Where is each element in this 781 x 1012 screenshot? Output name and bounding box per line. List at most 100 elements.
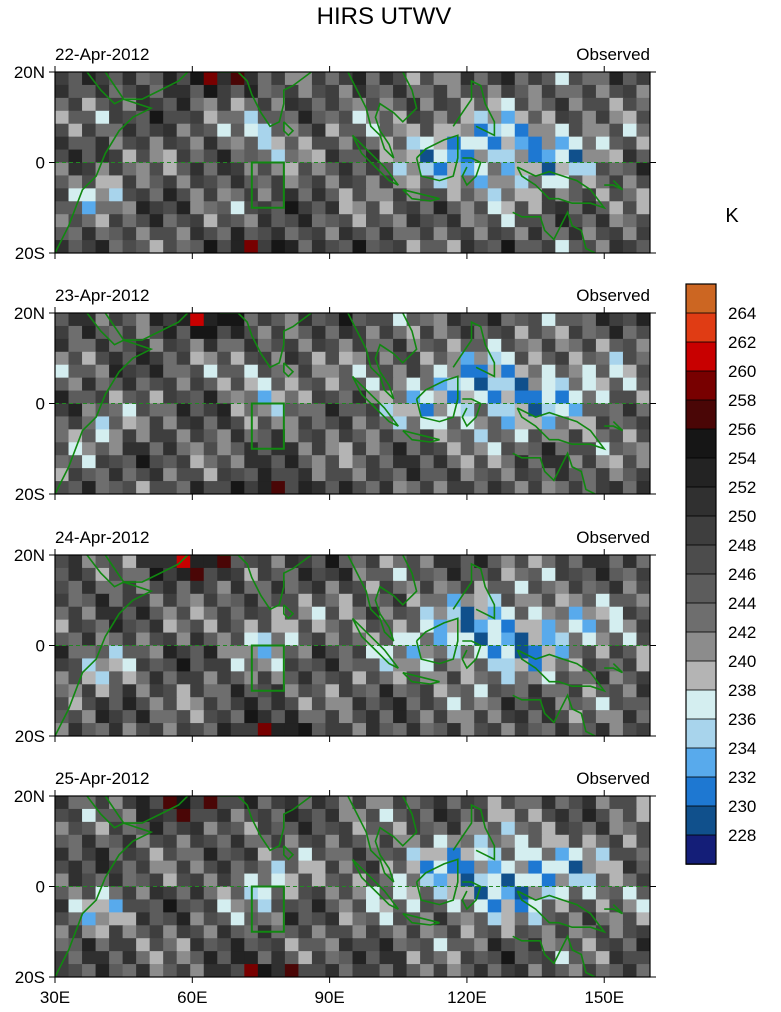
field-cell xyxy=(366,567,381,582)
field-cell xyxy=(514,201,529,215)
field-cell xyxy=(555,403,570,418)
field-cell xyxy=(284,110,300,125)
field-cell xyxy=(284,658,300,672)
field-cell xyxy=(366,606,381,621)
field-cell xyxy=(163,619,178,634)
field-cell xyxy=(176,684,191,698)
field-cell xyxy=(514,632,529,647)
field-cell xyxy=(163,938,178,952)
field-cell xyxy=(555,821,570,836)
field-cell xyxy=(95,593,110,608)
field-cell xyxy=(393,123,408,138)
field-cell xyxy=(176,175,191,189)
field-cell xyxy=(82,684,97,698)
field-cell xyxy=(82,951,97,965)
field-cell xyxy=(582,136,597,151)
field-cell xyxy=(514,481,529,494)
field-cell xyxy=(487,964,502,977)
field-cell xyxy=(433,796,448,810)
field-cell xyxy=(163,123,178,138)
field-cell xyxy=(122,390,137,405)
field-cell xyxy=(487,951,502,965)
field-cell xyxy=(325,821,340,836)
field-cell xyxy=(271,390,286,405)
field-cell xyxy=(595,97,611,112)
field-cell xyxy=(636,821,650,836)
field-cell xyxy=(176,847,191,862)
field-cell xyxy=(203,175,218,189)
field-cell xyxy=(136,723,151,736)
field-cell xyxy=(528,97,543,112)
field-cell xyxy=(122,821,137,836)
y-tick-label: 20N xyxy=(14,304,45,323)
field-cell xyxy=(406,567,421,582)
field-cell xyxy=(636,645,650,660)
field-cell xyxy=(514,658,529,672)
field-cell xyxy=(420,468,435,482)
field-cell xyxy=(149,671,164,685)
field-cell xyxy=(68,580,83,595)
field-cell xyxy=(325,84,340,99)
field-cell xyxy=(352,240,367,253)
field-cell xyxy=(122,364,137,379)
field-cell xyxy=(244,214,259,228)
field-cell xyxy=(338,580,354,595)
field-cell xyxy=(55,645,70,660)
field-cell xyxy=(68,658,83,672)
field-cell xyxy=(406,697,421,711)
field-cell xyxy=(514,175,529,189)
field-cell xyxy=(176,468,191,482)
field-cell xyxy=(393,697,408,711)
field-cell xyxy=(136,240,151,253)
field-cell xyxy=(284,72,300,86)
field-cell xyxy=(420,645,435,660)
field-cell xyxy=(82,188,97,202)
field-cell xyxy=(203,899,218,913)
field-cell xyxy=(528,632,543,647)
field-cell xyxy=(352,645,367,660)
field-cell xyxy=(325,481,340,494)
field-cell xyxy=(595,808,611,823)
field-cell xyxy=(55,338,70,353)
field-cell xyxy=(609,847,624,862)
field-cell xyxy=(109,351,124,366)
field-cell xyxy=(352,175,367,189)
field-cell xyxy=(95,684,110,698)
field-cell xyxy=(420,555,435,569)
field-cell xyxy=(68,403,83,418)
field-cell xyxy=(582,593,597,608)
field-cell xyxy=(82,964,97,977)
field-cell xyxy=(149,632,164,647)
field-cell xyxy=(528,338,543,353)
field-cell xyxy=(190,338,205,353)
field-cell xyxy=(311,84,327,99)
field-cell xyxy=(528,684,543,698)
field-cell xyxy=(311,710,327,724)
field-cell xyxy=(230,364,245,379)
field-cell xyxy=(55,351,70,366)
field-cell xyxy=(501,808,516,823)
field-cell xyxy=(406,481,421,494)
field-cell xyxy=(298,162,313,177)
field-cell xyxy=(68,481,83,494)
field-cell xyxy=(136,481,151,494)
field-cell xyxy=(528,481,543,494)
coastline xyxy=(604,180,624,191)
field-cell xyxy=(433,606,448,621)
field-cell xyxy=(433,227,448,241)
field-cell xyxy=(149,240,164,253)
field-cell xyxy=(622,925,638,939)
field-cell xyxy=(149,149,164,164)
field-cell xyxy=(244,834,259,849)
field-cell xyxy=(244,468,259,482)
field-cell xyxy=(244,951,259,965)
field-cell xyxy=(366,796,381,810)
field-cell xyxy=(95,606,110,621)
field-cell xyxy=(298,364,313,379)
field-cell xyxy=(528,240,543,253)
field-cell xyxy=(420,951,435,965)
field-cell xyxy=(217,188,232,202)
field-cell xyxy=(122,796,137,810)
field-cell xyxy=(325,188,340,202)
